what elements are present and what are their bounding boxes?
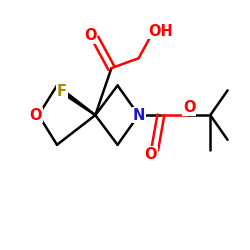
Text: F: F bbox=[57, 84, 67, 99]
Text: N: N bbox=[132, 108, 145, 122]
Text: OH: OH bbox=[148, 24, 173, 38]
Text: O: O bbox=[145, 147, 157, 162]
Text: O: O bbox=[183, 100, 196, 115]
Text: O: O bbox=[30, 108, 42, 122]
Text: O: O bbox=[84, 28, 97, 44]
